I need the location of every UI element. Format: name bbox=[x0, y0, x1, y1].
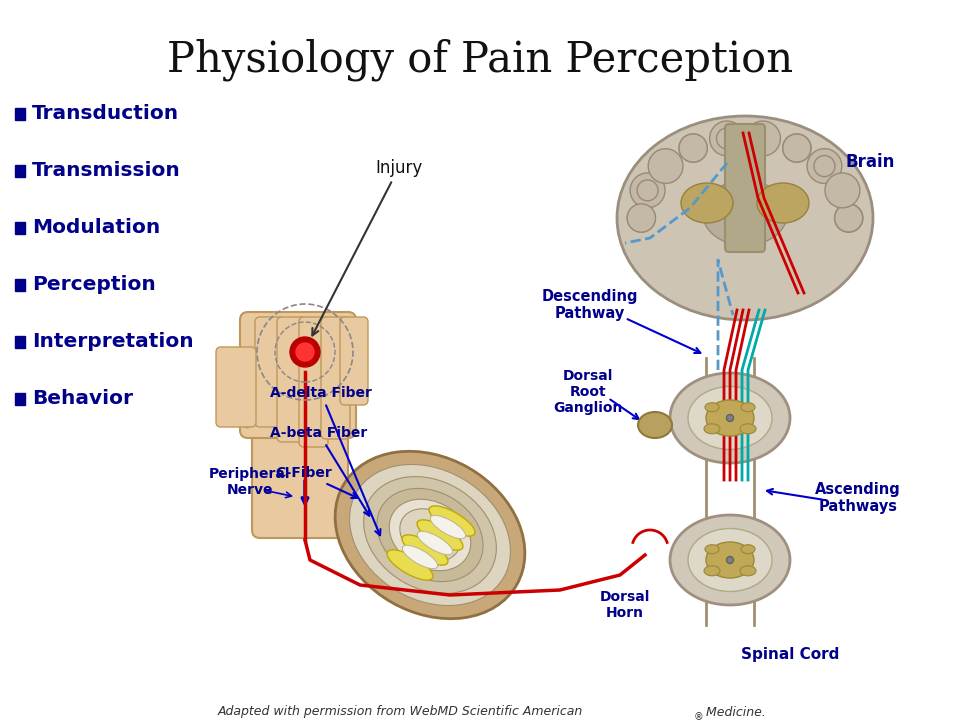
Ellipse shape bbox=[429, 506, 475, 536]
Ellipse shape bbox=[638, 412, 672, 438]
Text: Transmission: Transmission bbox=[32, 160, 180, 180]
Ellipse shape bbox=[706, 542, 754, 578]
Text: Injury: Injury bbox=[312, 159, 422, 336]
Circle shape bbox=[627, 204, 656, 232]
Circle shape bbox=[627, 204, 656, 232]
Circle shape bbox=[655, 156, 676, 177]
Ellipse shape bbox=[418, 531, 453, 555]
Ellipse shape bbox=[705, 544, 719, 554]
Ellipse shape bbox=[389, 500, 470, 571]
Text: A-beta Fiber: A-beta Fiber bbox=[270, 426, 370, 515]
Polygon shape bbox=[222, 355, 248, 428]
Circle shape bbox=[782, 134, 811, 162]
Circle shape bbox=[807, 149, 842, 183]
Text: Behavior: Behavior bbox=[32, 389, 133, 407]
Ellipse shape bbox=[402, 545, 438, 568]
Ellipse shape bbox=[757, 183, 809, 223]
Ellipse shape bbox=[349, 465, 511, 605]
Circle shape bbox=[716, 128, 737, 149]
Circle shape bbox=[679, 134, 708, 162]
Ellipse shape bbox=[681, 183, 733, 223]
FancyBboxPatch shape bbox=[255, 317, 285, 427]
Ellipse shape bbox=[704, 566, 720, 576]
Text: Interpretation: Interpretation bbox=[32, 331, 194, 350]
Bar bbox=[15, 279, 25, 291]
Ellipse shape bbox=[417, 520, 463, 550]
FancyBboxPatch shape bbox=[725, 124, 765, 252]
Ellipse shape bbox=[670, 515, 790, 605]
FancyBboxPatch shape bbox=[299, 317, 328, 447]
Circle shape bbox=[630, 173, 665, 208]
Text: Transduction: Transduction bbox=[32, 104, 180, 123]
Circle shape bbox=[782, 134, 811, 162]
Text: Spinal Cord: Spinal Cord bbox=[741, 647, 839, 663]
Ellipse shape bbox=[399, 509, 460, 561]
Circle shape bbox=[637, 180, 658, 201]
Text: Perception: Perception bbox=[32, 275, 156, 294]
Text: Dorsal
Root
Ganglion: Dorsal Root Ganglion bbox=[553, 369, 623, 415]
Ellipse shape bbox=[740, 424, 756, 434]
Ellipse shape bbox=[741, 402, 755, 412]
Circle shape bbox=[832, 180, 852, 201]
Circle shape bbox=[834, 204, 863, 232]
Circle shape bbox=[727, 415, 733, 421]
Ellipse shape bbox=[402, 535, 448, 566]
Circle shape bbox=[290, 337, 320, 367]
Bar bbox=[15, 165, 25, 177]
Text: Adapted with permission from WebMD Scientific American: Adapted with permission from WebMD Scien… bbox=[217, 705, 583, 718]
Text: Physiology of Pain Perception: Physiology of Pain Perception bbox=[167, 38, 793, 80]
FancyBboxPatch shape bbox=[277, 317, 306, 442]
Circle shape bbox=[834, 204, 863, 232]
Ellipse shape bbox=[617, 116, 873, 320]
FancyBboxPatch shape bbox=[340, 317, 368, 405]
Text: Descending
Pathway: Descending Pathway bbox=[541, 289, 638, 321]
Text: Modulation: Modulation bbox=[32, 218, 160, 236]
Ellipse shape bbox=[688, 386, 772, 450]
Text: A-delta Fiber: A-delta Fiber bbox=[270, 386, 380, 535]
Ellipse shape bbox=[688, 529, 772, 592]
Ellipse shape bbox=[741, 544, 755, 554]
Ellipse shape bbox=[430, 515, 466, 539]
Circle shape bbox=[753, 128, 774, 149]
Circle shape bbox=[727, 557, 733, 563]
FancyBboxPatch shape bbox=[216, 347, 256, 427]
Ellipse shape bbox=[706, 400, 754, 436]
Text: Peripheral
Nerve: Peripheral Nerve bbox=[209, 467, 291, 497]
Ellipse shape bbox=[364, 476, 496, 593]
Circle shape bbox=[679, 134, 708, 162]
Text: ®: ® bbox=[694, 712, 704, 722]
Circle shape bbox=[296, 343, 314, 361]
Text: Brain: Brain bbox=[846, 153, 895, 171]
Ellipse shape bbox=[670, 373, 790, 463]
Ellipse shape bbox=[703, 181, 787, 246]
FancyBboxPatch shape bbox=[252, 402, 348, 538]
Bar bbox=[15, 336, 25, 348]
Text: C-Fiber: C-Fiber bbox=[275, 466, 357, 498]
FancyBboxPatch shape bbox=[240, 312, 356, 438]
Ellipse shape bbox=[705, 402, 719, 412]
Bar bbox=[15, 393, 25, 405]
Circle shape bbox=[746, 121, 780, 156]
Circle shape bbox=[709, 121, 744, 156]
Ellipse shape bbox=[335, 451, 525, 618]
Ellipse shape bbox=[740, 566, 756, 576]
Bar bbox=[15, 108, 25, 120]
FancyBboxPatch shape bbox=[321, 317, 350, 439]
Circle shape bbox=[814, 156, 835, 177]
Bar bbox=[15, 222, 25, 234]
Text: Medicine.: Medicine. bbox=[702, 705, 766, 718]
Text: Ascending
Pathways: Ascending Pathways bbox=[815, 482, 900, 514]
Circle shape bbox=[825, 173, 860, 208]
Ellipse shape bbox=[387, 550, 433, 580]
Text: Dorsal
Horn: Dorsal Horn bbox=[600, 590, 650, 620]
Circle shape bbox=[648, 149, 683, 183]
Ellipse shape bbox=[704, 424, 720, 434]
Ellipse shape bbox=[377, 489, 483, 581]
